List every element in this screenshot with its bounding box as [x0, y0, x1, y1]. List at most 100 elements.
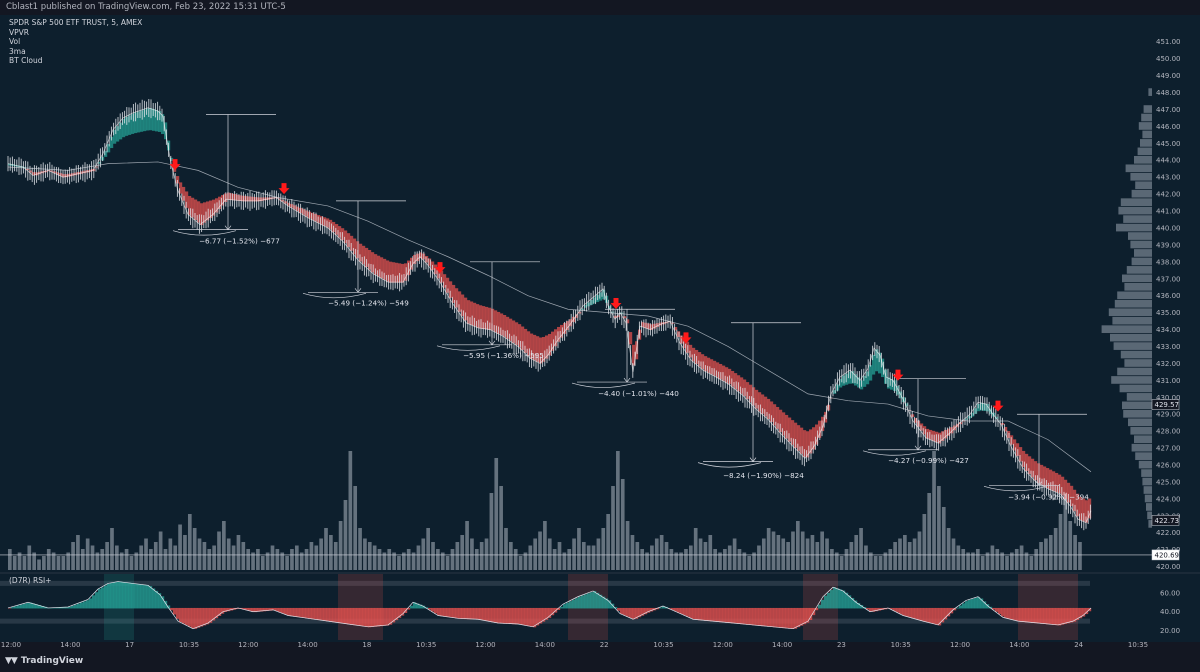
legend-vol[interactable]: Vol: [9, 37, 21, 46]
cloud-segment: [395, 262, 399, 283]
cloud-segment: [443, 274, 447, 288]
rsi-fill: [1016, 607, 1020, 622]
rsi-fill: [458, 607, 462, 619]
rsi-fill: [62, 607, 66, 609]
rsi-fill: [356, 607, 360, 626]
legend-vpvr[interactable]: VPVR: [9, 27, 29, 37]
volume-bar: [980, 556, 985, 570]
rsi-fill: [533, 607, 537, 628]
volume-bar: [372, 545, 377, 570]
rsi-fill: [185, 607, 189, 626]
rsi-fill: [845, 592, 849, 609]
rsi-fill: [605, 598, 609, 609]
volume-bar: [786, 542, 790, 570]
vpvr-bar: [1128, 418, 1152, 427]
measure-curve: [983, 485, 1048, 492]
vpvr-bar: [1146, 503, 1152, 511]
volume-bar: [966, 552, 970, 570]
cloud-segment: [287, 202, 291, 206]
cloud-segment: [527, 331, 531, 356]
rsi-fill: [770, 607, 774, 628]
rsi-fill: [923, 607, 927, 622]
measure-curve: [436, 345, 501, 351]
rsi-fill: [65, 607, 69, 609]
rsi-fill: [650, 607, 654, 612]
volume-bar: [859, 528, 863, 570]
rsi-fill: [569, 601, 573, 609]
cloud-segment: [857, 377, 861, 388]
volume-bar: [343, 500, 348, 570]
volume-bar: [129, 556, 134, 570]
volume-bar: [134, 552, 139, 570]
rsi-fill: [1010, 607, 1014, 620]
rsi-fill: [155, 590, 159, 609]
volume-bar: [703, 542, 708, 570]
cloud-segment: [896, 385, 900, 395]
cloud-segment: [929, 429, 933, 440]
legend-3ma[interactable]: 3ma: [9, 46, 26, 56]
volume-bar: [1073, 535, 1077, 570]
cloud-segment: [488, 307, 492, 330]
rsi-fill: [263, 607, 267, 612]
volume-bar: [202, 542, 207, 570]
cloud-segment: [56, 172, 60, 175]
cloud-segment: [632, 344, 636, 366]
rsi-fill: [1076, 607, 1080, 620]
cloud-segment: [1025, 453, 1029, 471]
rsi-fill: [344, 607, 348, 624]
rsi-fill: [728, 607, 732, 624]
volume-bar: [465, 521, 469, 570]
volume-bar: [1000, 552, 1004, 570]
price-tick: 444.00: [1156, 157, 1181, 165]
rsi-highlight-band: [338, 574, 383, 640]
rsi-fill: [1049, 607, 1053, 625]
measurement-label: −3.94 (−0.92%) −394: [1008, 492, 1089, 501]
vpvr-bar: [1130, 240, 1152, 249]
cloud-segment: [776, 406, 780, 429]
volume-bar: [222, 521, 226, 570]
cloud-segment: [1070, 485, 1074, 507]
cloud-segment: [446, 277, 450, 293]
legend-bt-cloud[interactable]: BT Cloud: [9, 56, 43, 65]
rsi-fill: [539, 607, 543, 624]
cloud-segment: [764, 396, 768, 417]
rsi-fill: [737, 607, 741, 624]
vpvr-bar: [1124, 359, 1152, 367]
cloud-segment: [575, 314, 579, 318]
price-tick: 424.00: [1156, 495, 1181, 503]
rsi-indicator-label[interactable]: (D7R) RSI+: [9, 576, 52, 585]
volume-bar: [796, 521, 800, 570]
cloud-segment: [410, 257, 414, 270]
cloud-segment: [920, 423, 924, 431]
rsi-fill: [959, 605, 963, 609]
price-tick: 441.00: [1156, 208, 1181, 216]
rsi-fill: [842, 590, 846, 609]
cloud-segment: [383, 258, 387, 280]
cloud-segment: [923, 426, 927, 435]
rsi-fill: [293, 607, 297, 617]
rsi-fill: [131, 583, 135, 609]
volume-bar: [581, 542, 586, 570]
cloud-segment: [185, 191, 189, 208]
rsi-fill: [1079, 607, 1083, 619]
rsi-fill: [824, 595, 828, 609]
cloud-segment: [335, 224, 339, 235]
cloud-segment: [869, 365, 873, 381]
volume-bar: [1078, 542, 1082, 570]
cloud-segment: [1037, 463, 1041, 484]
rsi-fill: [509, 607, 513, 625]
volume-bar: [95, 552, 100, 570]
cloud-segment: [566, 321, 570, 331]
price-tick: 433.00: [1156, 343, 1181, 351]
rsi-fill: [242, 607, 246, 610]
volume-bar: [363, 538, 367, 570]
cloud-segment: [794, 422, 798, 448]
measure-arrowhead: [224, 225, 232, 231]
cloud-segment: [182, 186, 186, 201]
cloud-segment: [560, 324, 564, 338]
volume-bar: [907, 542, 912, 570]
cloud-segment: [485, 306, 489, 330]
rsi-fill: [599, 594, 603, 609]
legend-symbol[interactable]: SPDR S&P 500 ETF TRUST, 5, AMEX: [9, 18, 143, 27]
